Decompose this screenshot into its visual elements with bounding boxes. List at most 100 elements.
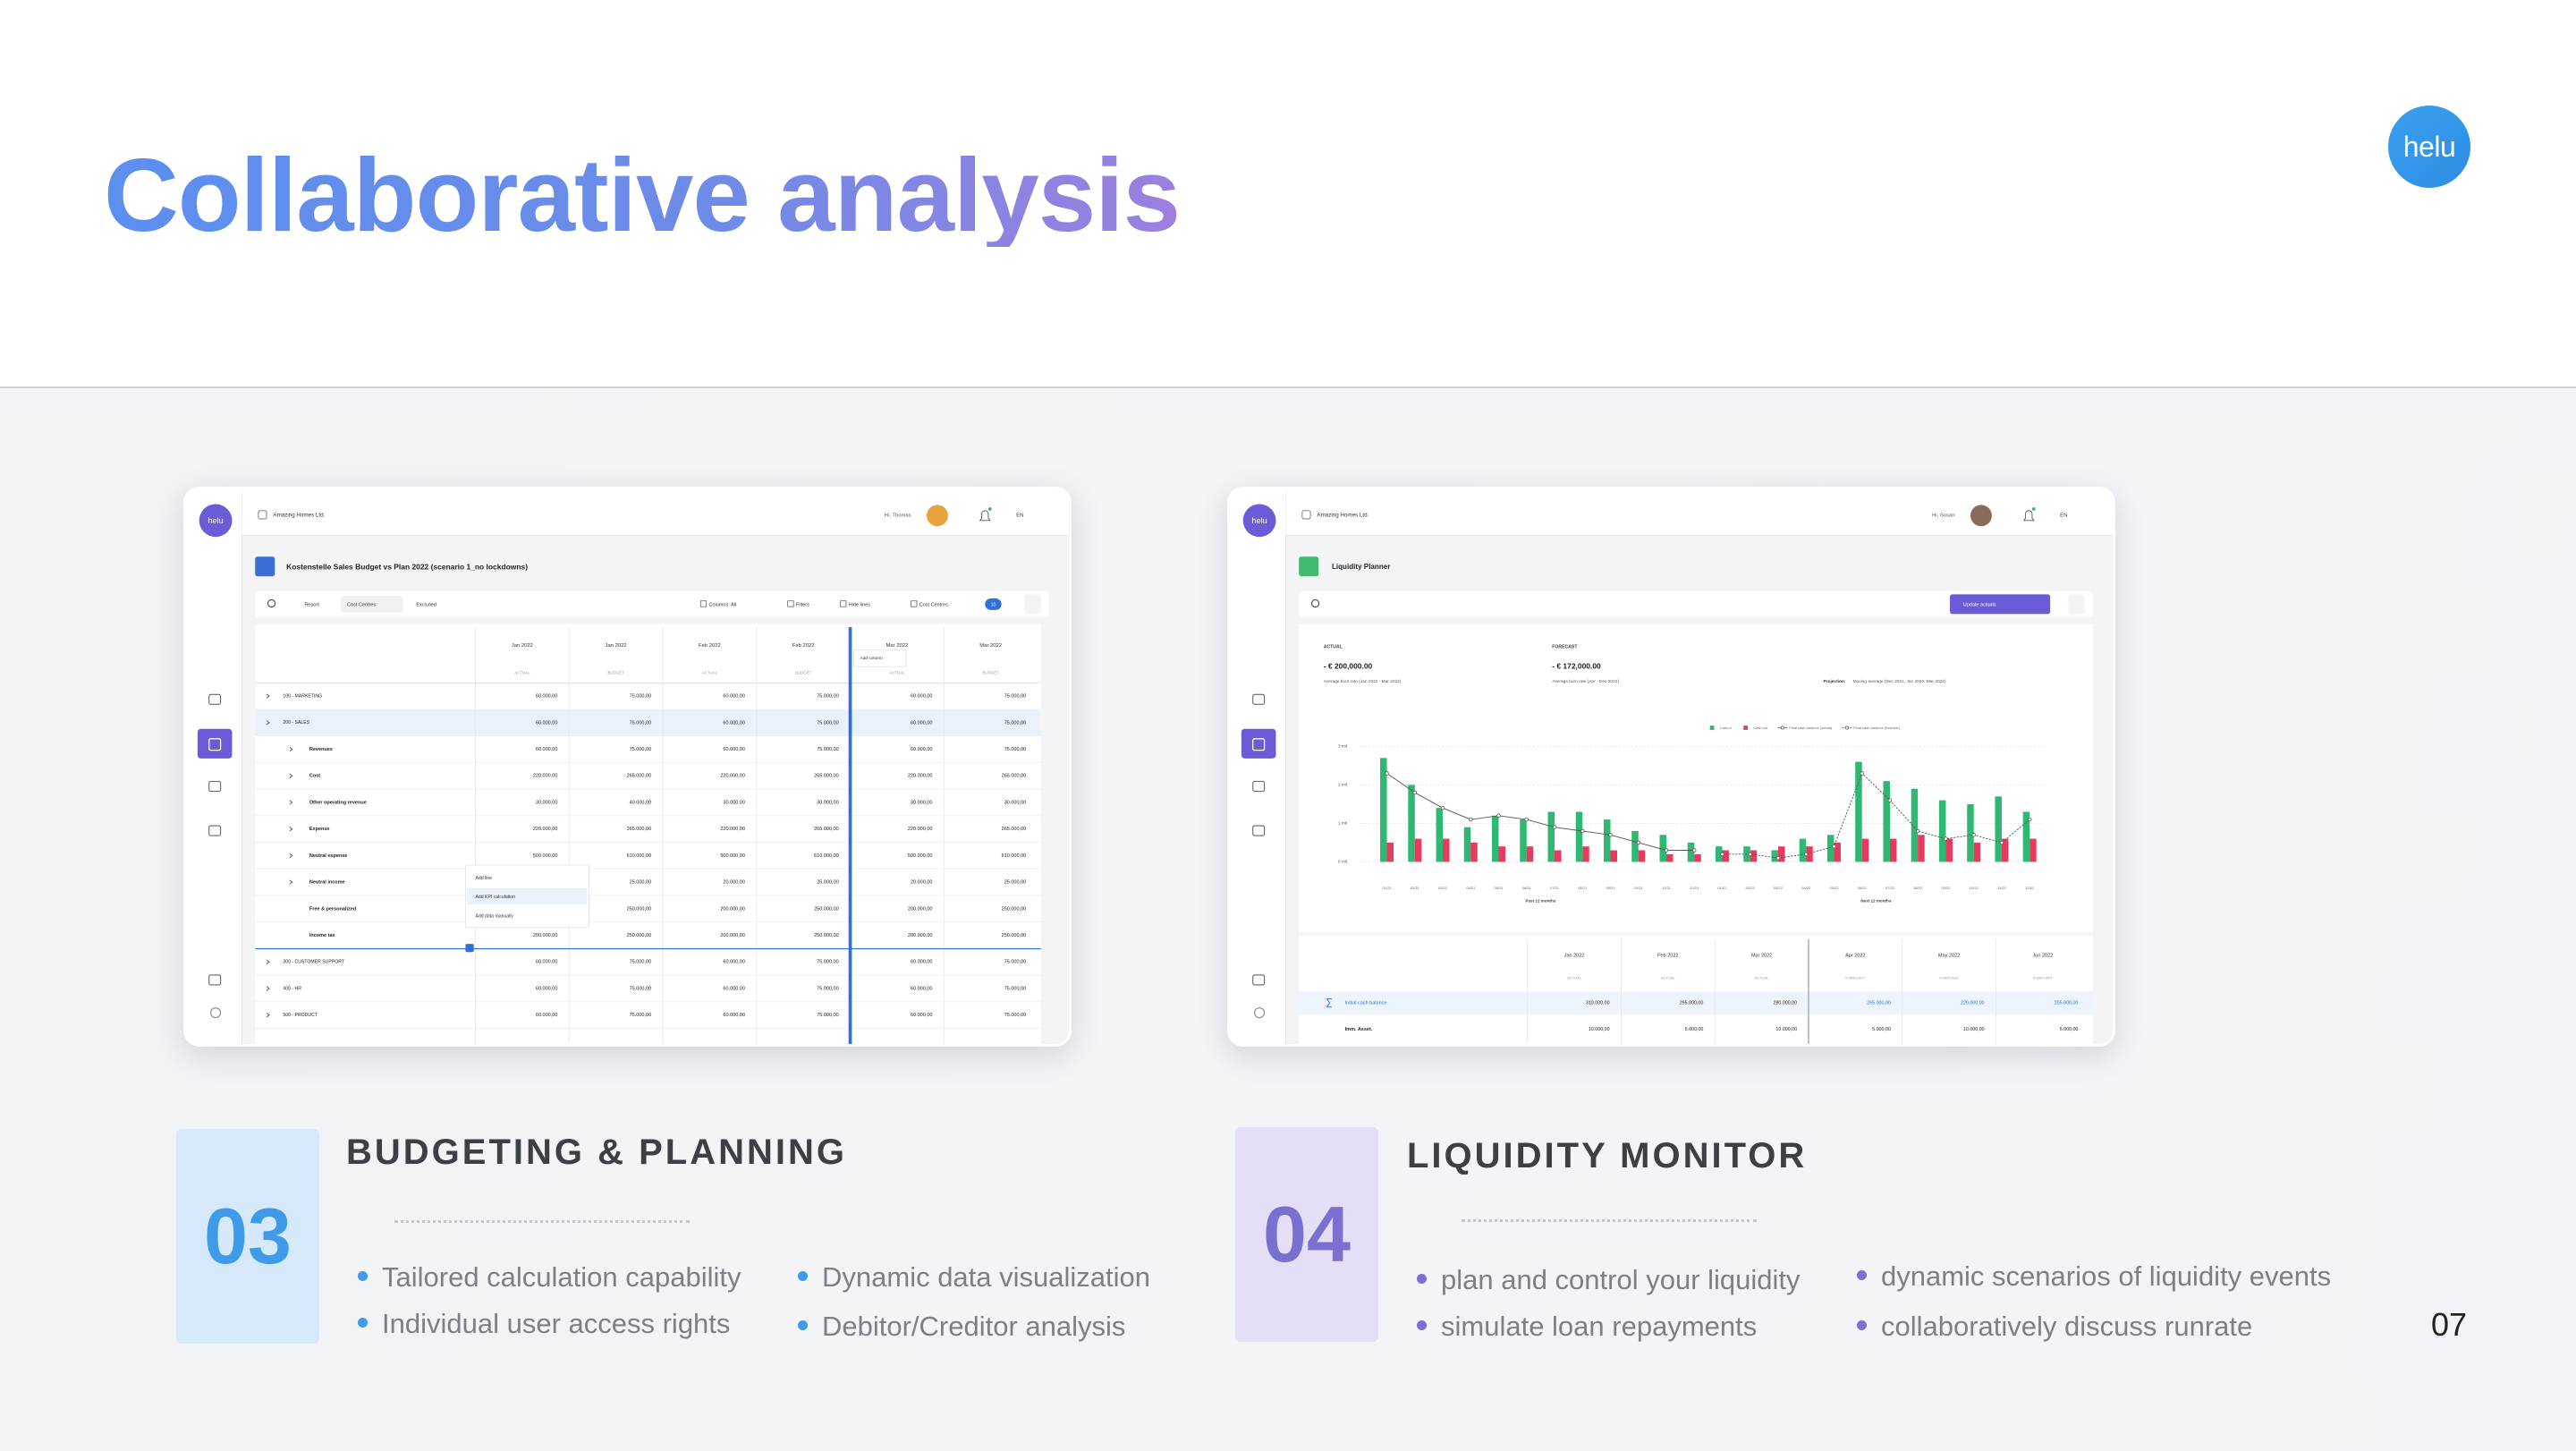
bar (1694, 853, 1701, 862)
cell: 250.000,00 (627, 906, 652, 912)
cell: 5.000,00 (1685, 1027, 1704, 1032)
section-heading: BUDGETING & PLANNING (346, 1133, 847, 1172)
cell: 5.000,00 (1872, 1027, 1891, 1032)
bar (1715, 846, 1723, 862)
legend-label: Final cash balance (actual) (1789, 726, 1833, 730)
cell: 200.000,00 (720, 933, 745, 938)
row-label: Imm. Asset. (1345, 1027, 1373, 1032)
badge: 10 (991, 602, 996, 607)
cell: 220.000,00 (908, 774, 933, 779)
cell: 60.000,00 (911, 960, 932, 965)
sidebar-icon (208, 693, 222, 705)
bar (2001, 838, 2009, 862)
app-logo-badge (199, 504, 233, 538)
cell: 60.000,00 (723, 720, 744, 726)
cell: 610.000,00 (814, 853, 839, 859)
liquidity-screenshot: helu Amazing Homes Ltd. Hi, Susan EN Liquidi… (1227, 487, 2115, 1047)
cell: 30.000,00 (911, 800, 932, 805)
x-tick-label: 06/22 (1858, 886, 1868, 890)
balance-point (1385, 771, 1389, 776)
cell: 500.000,00 (720, 853, 745, 859)
tab: Excluded (416, 602, 436, 607)
notification-bell (2022, 510, 2035, 522)
bar (1771, 850, 1778, 862)
bar (1806, 846, 1813, 862)
cell: 60.000,00 (911, 747, 932, 752)
cell: 220.000,00 (720, 827, 745, 832)
app-logo: helu (1251, 516, 1267, 525)
company-name: Amazing Homes Ltd. (1317, 513, 1368, 519)
user-greeting: Hi, Susan (1932, 513, 1954, 519)
balance-point (1552, 825, 1557, 829)
search-icon (267, 598, 276, 608)
cell: 500.000,00 (533, 853, 558, 859)
bar (1883, 781, 1890, 862)
bar (1938, 800, 1946, 862)
cell: 75.000,00 (817, 720, 838, 726)
drag-handle (465, 944, 474, 953)
cell: 60.000,00 (723, 986, 744, 991)
kpi-label: ACTUAL (1324, 644, 1343, 649)
bar (1582, 846, 1589, 862)
slide-title: Collaborative analysis (104, 137, 1181, 253)
tab: Cost Centres (347, 602, 376, 607)
sidebar-icon (1254, 1007, 1266, 1019)
column-month: Feb 2022 (699, 643, 721, 649)
sidebar (186, 489, 242, 1044)
cell: 20.000,00 (723, 880, 744, 886)
column-month: Mar 2022 (979, 643, 1002, 649)
tab: Report (304, 602, 319, 607)
cell: 75.000,00 (1004, 1013, 1026, 1018)
tool: Cost Centres (919, 602, 948, 607)
tool: Hide lines (849, 602, 870, 607)
bar (1995, 796, 2002, 862)
update-button-label: Update actuals (1963, 602, 1996, 607)
bar (1855, 761, 1862, 862)
row-label: Free & personalized (309, 906, 356, 912)
cell: 60.000,00 (911, 986, 932, 991)
bar (1380, 758, 1387, 862)
menu-item: Add column (860, 656, 884, 661)
kpi-note: Average burn rate (Jan 2022 - Mar 2022) (1324, 679, 1402, 684)
user-avatar (1970, 505, 1992, 527)
bar (1659, 835, 1666, 862)
cell: 250.000,00 (627, 933, 652, 938)
bar (1638, 850, 1646, 862)
column-month: Feb 2022 (792, 643, 815, 649)
sidebar-icon (1252, 780, 1266, 793)
cell: 610.000,00 (627, 853, 652, 859)
company-icon (1301, 510, 1311, 520)
cell: 310.000,00 (1586, 1001, 1610, 1006)
column-month: Jan 2022 (512, 643, 533, 649)
bar (1918, 835, 1925, 862)
balance-point (1608, 833, 1613, 837)
bar (1631, 830, 1639, 862)
cell: 75.000,00 (630, 720, 651, 726)
x-tick-label: 08/22 (1913, 886, 1923, 890)
cell: 60.000,00 (723, 694, 744, 700)
column-kind: FORECAST (1939, 976, 1959, 980)
cell: 60.000,00 (536, 720, 557, 726)
balance-point (1524, 817, 1530, 822)
column-month: Apr 2022 (1845, 953, 1865, 958)
cell: 60.000,00 (536, 1013, 557, 1018)
x-tick-label: 07/22 (1885, 886, 1895, 890)
column-kind: FORECAST (2033, 976, 2053, 980)
bullet: collaboratively discuss runrate (1857, 1311, 2252, 1343)
x-tick-label: 03/21 (1438, 886, 1448, 890)
row-label: Income tax (309, 933, 336, 938)
x-tick-label: 11/21 (1662, 886, 1672, 890)
expand-arrow (289, 746, 293, 752)
cell: 205.000,00 (2055, 1001, 2079, 1006)
liquidity-app: helu Amazing Homes Ltd. Hi, Susan EN Liquidi… (1230, 489, 2113, 1044)
bar (1436, 808, 1444, 862)
bar (1498, 846, 1506, 862)
tool-icon (840, 600, 847, 607)
tool-icon (699, 600, 708, 607)
x-tick-label: 05/21 (1494, 886, 1504, 890)
bar (1414, 838, 1422, 862)
x-tick-label: 12/21 (1690, 886, 1699, 890)
bullet: Debitor/Creditor analysis (798, 1311, 1125, 1343)
x-tick-label: 09/21 (1606, 886, 1615, 890)
